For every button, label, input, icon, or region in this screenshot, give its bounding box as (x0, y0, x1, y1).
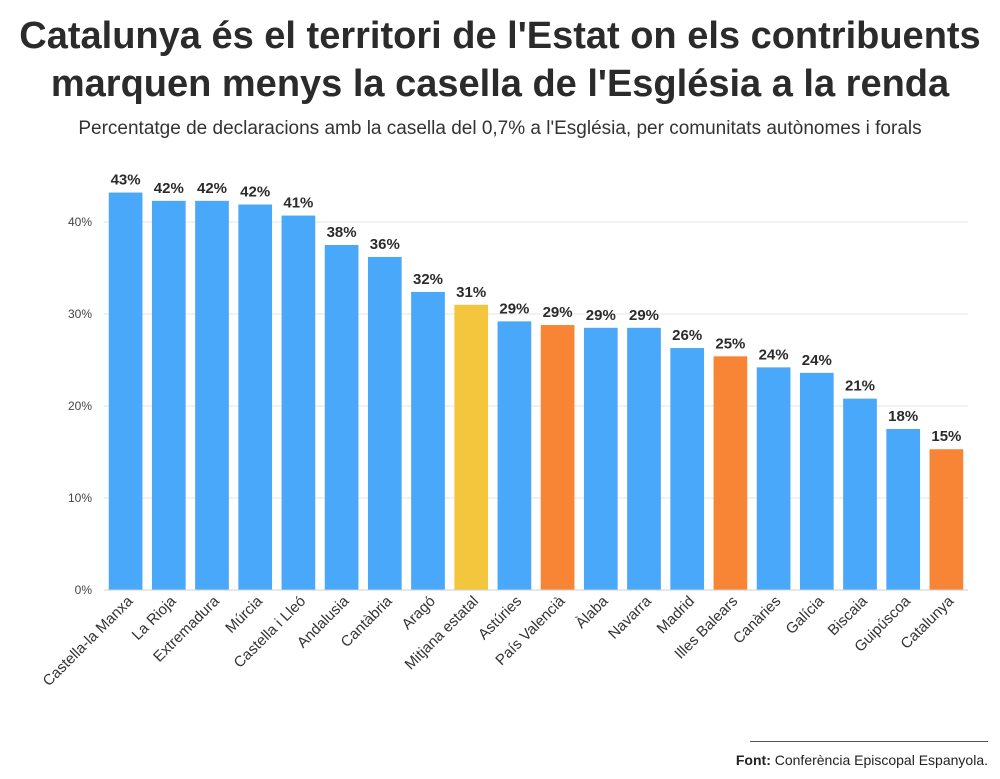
x-tick-label: Castella-la Manxa (40, 592, 137, 689)
bar (583, 327, 618, 590)
data-label: 41% (283, 195, 313, 212)
bar (238, 204, 273, 590)
bar (281, 215, 316, 590)
bar (713, 356, 748, 590)
bar (195, 200, 229, 590)
chart-title-line1: Catalunya és el territori de l'Estat on … (19, 15, 981, 57)
y-tick-label: 20% (68, 399, 92, 413)
data-label: 31% (456, 284, 486, 301)
x-tick-label: Aragó (399, 593, 439, 633)
data-label: 29% (543, 304, 573, 321)
bar (151, 200, 186, 590)
source-divider (750, 741, 988, 742)
bar (497, 321, 532, 590)
bar (886, 429, 921, 590)
bar (756, 367, 791, 590)
data-label: 24% (759, 346, 789, 363)
data-label: 18% (888, 408, 918, 425)
bar (627, 327, 661, 590)
x-tick-label: Canàries (730, 593, 784, 647)
data-label: 42% (197, 180, 227, 197)
data-label: 43% (111, 172, 141, 189)
bar (670, 348, 705, 590)
y-tick-label: 10% (68, 491, 92, 505)
bar (324, 245, 359, 590)
data-label: 29% (586, 307, 616, 324)
data-label: 15% (931, 428, 961, 445)
data-label: 29% (629, 307, 659, 324)
data-label: 42% (240, 184, 270, 201)
chart-title-line2: marquen menys la casella de l'Església a… (50, 63, 950, 105)
x-tick-label: Galícia (783, 592, 828, 637)
data-label: 25% (715, 335, 745, 352)
chart-title: Catalunya és el territori de l'Estat on … (0, 12, 1000, 108)
data-label: 42% (154, 180, 184, 197)
bar (108, 192, 143, 590)
source-text: Conferència Episcopal Espanyola. (774, 752, 988, 768)
data-label: 21% (845, 378, 875, 395)
bar (843, 398, 877, 590)
data-label: 26% (672, 327, 702, 344)
data-label: 38% (327, 224, 357, 241)
y-tick-label: 40% (68, 215, 92, 229)
data-label: 24% (802, 352, 832, 369)
bar (367, 256, 402, 590)
bar (799, 372, 834, 590)
source-note: Font: Conferència Episcopal Espanyola. (736, 752, 988, 768)
bar (454, 304, 489, 590)
data-label: 36% (370, 236, 400, 253)
bar (540, 325, 575, 590)
y-tick-label: 30% (68, 307, 92, 321)
chart-subtitle: Percentatge de declaracions amb la casel… (78, 118, 922, 139)
source-label: Font: (735, 752, 771, 768)
data-label: 29% (499, 300, 529, 317)
bar-chart: 0%10%20%30%40%43%Castella-la Manxa42%La … (40, 172, 968, 690)
bar (411, 291, 445, 590)
data-label: 32% (413, 271, 443, 288)
x-tick-label: Àlaba (572, 592, 612, 632)
x-tick-label: Navarra (605, 592, 655, 642)
bar (929, 449, 964, 590)
y-tick-label: 0% (75, 583, 93, 597)
